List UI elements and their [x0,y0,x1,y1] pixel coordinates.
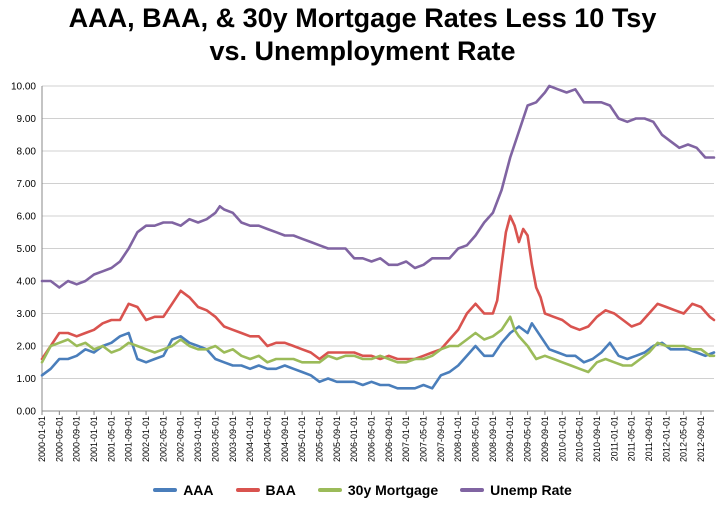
x-tick-label: 2006-05-01 [366,416,376,462]
x-tick-label: 2003-05-01 [210,416,220,462]
x-tick-label: 2010-05-01 [575,416,585,462]
legend-label: 30y Mortgage [347,482,439,498]
y-tick-label: 6.00 [17,212,37,223]
x-tick-label: 2005-09-01 [332,416,342,462]
x-tick-label: 2011-05-01 [627,416,637,461]
legend-swatch [235,488,260,492]
y-tick-label: 8.00 [17,147,37,158]
x-tick-label: 2008-05-01 [471,416,481,462]
x-tick-label: 2011-01-01 [609,416,619,461]
x-tick-label: 2012-09-01 [696,416,706,462]
x-tick-label: 2000-05-01 [54,416,64,462]
x-tick-label: 2010-01-01 [557,416,567,462]
series-line-baa [40,214,716,361]
x-tick-label: 2007-09-01 [436,416,446,462]
x-tick-label: 2003-09-01 [228,416,238,462]
legend-label: BAA [265,482,296,498]
legend-item-unemp-rate: Unemp Rate [460,482,572,498]
legend-item-aaa: AAA [153,482,214,498]
y-tick-label: 3.00 [17,309,37,320]
y-tick-label: 7.00 [17,179,37,190]
x-tick-label: 2006-09-01 [384,416,394,462]
x-tick-label: 2004-09-01 [280,416,290,462]
x-tick-label: 2007-01-01 [401,416,411,462]
x-tick-label: 2010-09-01 [592,416,602,462]
y-tick-label: 0.00 [17,407,37,418]
x-tick-label: 2006-01-01 [349,416,359,462]
chart-title-line-2: vs. Unemployment Rate [209,36,516,66]
legend-item-baa: BAA [235,482,296,498]
x-tick-label: 2000-01-01 [37,416,47,462]
chart-legend: AAA BAA 30y Mortgage Unemp Rate [0,482,725,498]
x-tick-label: 2009-01-01 [505,416,515,462]
x-tick-label: 2003-01-01 [193,416,203,462]
x-tick-label: 2001-09-01 [124,416,134,462]
x-tick-label: 2002-05-01 [158,416,168,462]
x-tick-label: 2012-05-01 [679,416,689,462]
y-tick-label: 1.00 [17,374,37,385]
x-tick-label: 2001-05-01 [106,416,116,462]
x-tick-label: 2002-09-01 [176,416,186,462]
chart-title: AAA, BAA, & 30y Mortgage Rates Less 10 T… [0,2,725,68]
y-tick-label: 4.00 [17,277,37,288]
x-tick-label: 2008-09-01 [488,416,498,462]
x-tick-label: 2002-01-01 [141,416,151,462]
x-tick-label: 2000-09-01 [72,416,82,462]
x-tick-label: 2009-05-01 [523,416,533,462]
chart-title-line-1: AAA, BAA, & 30y Mortgage Rates Less 10 T… [68,3,657,33]
legend-swatch [317,488,342,492]
x-tick-label: 2001-01-01 [89,416,99,462]
x-tick-label: 2008-01-01 [453,416,463,462]
y-tick-label: 9.00 [17,114,37,125]
x-tick-label: 2009-09-01 [540,416,550,462]
x-tick-label: 2011-09-01 [644,416,654,461]
x-tick-label: 2012-01-01 [661,416,671,462]
legend-swatch [153,488,178,492]
x-tick-label: 2005-01-01 [297,416,307,462]
legend-label: Unemp Rate [490,482,572,498]
x-tick-label: 2004-05-01 [262,416,272,462]
y-tick-label: 10.00 [11,82,36,93]
x-tick-label: 2007-05-01 [419,416,429,462]
x-tick-label: 2005-05-01 [314,416,324,462]
y-tick-label: 5.00 [17,244,37,255]
series-line-aaa [40,321,716,390]
x-tick-label: 2004-01-01 [245,416,255,462]
series-line-30y-mortgage [40,315,716,374]
legend-item-30y-mortgage: 30y Mortgage [317,482,439,498]
legend-swatch [460,488,485,492]
legend-label: AAA [183,482,214,498]
y-tick-label: 2.00 [17,342,37,353]
series-line-unemp-rate [40,84,716,289]
